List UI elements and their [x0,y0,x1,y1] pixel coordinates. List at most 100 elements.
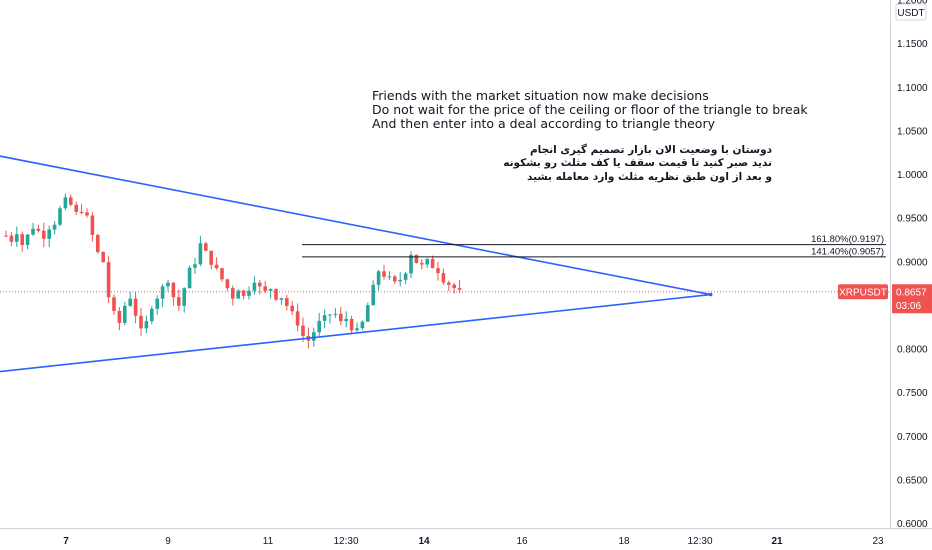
last-price-badge-bg [892,284,932,314]
candle-body [247,290,251,296]
time-axis-labels: 7 9 11 12:30 14 16 18 12:30 21 23 [63,536,884,547]
annotation-persian[interactable]: دوستان با وضعیت الان بازار تصمیم گیری ان… [503,143,772,183]
candle-body [317,320,321,333]
candle-body [236,290,240,299]
candle-body [366,305,370,322]
time-axis[interactable]: 7 9 11 12:30 14 16 18 12:30 21 23 [0,528,932,548]
candle-body [252,282,257,291]
symbol-badge[interactable]: XRPUSDT [838,284,888,300]
currency-label: USDT [897,8,924,19]
candle-body [220,268,224,280]
price-tick-label: 1.0000 [897,170,928,181]
annotation-en-line-3: And then enter into a deal according to … [372,116,716,131]
candle-body [204,243,208,251]
price-tick-label: 1.1000 [897,83,928,94]
candle-body [47,229,51,239]
candle-body [214,264,219,269]
time-tick-label: 12:30 [687,536,712,547]
currency-badge[interactable] [895,3,927,21]
price-tick-label: 0.6000 [897,519,928,530]
annotation-en-line-1: Friends with the market situation now ma… [372,88,709,103]
candles-layer [4,193,462,349]
candle-body [74,204,78,212]
candle-body [268,288,273,291]
price-axis[interactable]: 1.2000 1.1500 1.1000 1.0500 1.0000 0.9500 0.90… [890,0,929,530]
candle-body [376,271,381,285]
candle-body [58,208,62,225]
price-tick-label: 1.0500 [897,126,928,137]
price-tick-label: 0.7500 [897,388,928,399]
annotation-english[interactable]: Friends with the market situation now ma… [372,88,808,131]
triangle-apex-point[interactable] [708,292,713,297]
candle-body [403,273,408,280]
price-tick-label: 0.7000 [897,432,928,443]
candle-body [447,282,451,285]
candle-body [9,235,14,242]
candle-body [63,197,68,209]
last-price-value: 0.8657 [896,287,927,298]
candle-body [339,313,343,322]
candle-body [112,297,116,312]
candle-body [231,288,235,299]
time-tick-label: 16 [516,536,528,547]
candle-body [187,267,192,289]
candle-body [90,215,95,235]
price-tick-label: 1.2000 [897,0,928,7]
candle-body [42,230,46,239]
time-tick-label: 12:30 [333,536,358,547]
price-axis-labels: 1.2000 1.1500 1.1000 1.0500 1.0000 0.9500 0.90… [897,0,928,530]
candle-body [155,298,159,309]
candle-body [398,279,402,282]
last-price-badge[interactable]: 0.8657 03:06 [892,284,932,314]
time-tick-label: 7 [63,536,69,547]
candle-body [144,321,149,329]
candle-body [393,276,397,282]
candle-body [182,288,186,306]
candle-body [420,263,424,265]
candle-body [85,212,89,216]
fib-level-label: 161.80%(0.9197) [811,234,884,245]
trendline-ascending[interactable] [0,293,711,375]
time-tick-label: 21 [771,536,783,547]
fib-level-label: 141.40%(0.9057) [811,246,884,257]
time-tick-label: 9 [165,536,171,547]
candle-body [20,234,24,245]
candle-body [225,279,230,289]
candle-body [198,243,203,265]
price-tick-label: 0.6500 [897,476,928,487]
candle-body [295,311,300,326]
candle-body [25,234,30,245]
candle-body [409,254,413,274]
candle-body [457,288,462,290]
candle-body [371,284,375,306]
price-tick-label: 1.1500 [897,39,928,50]
candle-body [101,252,105,263]
candle-body [123,305,127,323]
time-tick-label: 23 [872,536,884,547]
candle-body [150,308,154,322]
trendline-descending[interactable] [0,151,711,296]
trendlines-layer[interactable] [0,151,713,374]
candle-body [430,259,435,269]
candle-body [133,298,138,316]
symbol-badge-bg [838,284,888,300]
candle-body [79,211,84,213]
candle-body [436,268,440,274]
annotation-en-line-2: Do not wait for the price of the ceiling… [372,102,808,117]
price-tick-label: 0.9000 [897,257,928,268]
candle-body [414,254,419,264]
candle-body [139,315,143,329]
candle-body [177,297,181,306]
candle-body [96,234,100,253]
candle-body [285,298,289,306]
fib-levels-layer[interactable]: 161.80%(0.9197)141.40%(0.9057) [302,234,886,258]
candle-body [128,298,132,306]
price-tick-label: 0.8000 [897,345,928,356]
candle-body [279,298,284,300]
annotation-fa-line-3: و بعد از اون طبق نظریه مثلث وارد معامله … [527,171,772,183]
candle-body [333,313,338,315]
candle-body [312,332,316,341]
candle-body [360,321,365,329]
candle-body [322,315,327,321]
